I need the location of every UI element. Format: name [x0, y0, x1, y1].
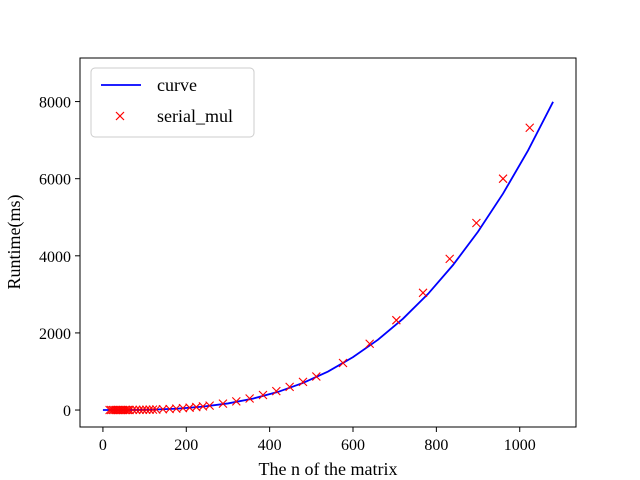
serial-mul-point	[131, 405, 141, 415]
serial-mul-point	[145, 405, 154, 415]
legend-serial-mul-label: serial_mul	[157, 106, 233, 126]
serial-mul-point	[178, 403, 188, 413]
legend-curve-label: curve	[157, 75, 197, 95]
x-tick-label: 600	[341, 437, 365, 454]
serial-mul-point	[165, 404, 175, 414]
x-tick-label: 1000	[504, 437, 536, 454]
serial-mul-point	[391, 315, 401, 325]
serial-mul-point	[418, 288, 428, 298]
x-tick-label: 200	[174, 437, 198, 454]
plot-frame	[79, 57, 577, 428]
serial-mul-point	[525, 123, 535, 133]
serial-mul-point	[258, 390, 268, 400]
serial-mul-point	[158, 404, 168, 414]
y-tick-label: 8000	[39, 95, 71, 112]
serial-mul-point	[141, 405, 151, 415]
serial-mul-point	[338, 358, 348, 368]
serial-mul-point	[311, 372, 321, 381]
legend: curve serial_mul	[90, 67, 255, 138]
y-tick-label: 0	[63, 403, 71, 420]
serial-mul-point	[151, 405, 161, 414]
serial-mul-point	[205, 401, 215, 410]
serial-mul-point	[125, 405, 134, 415]
serial-mul-point	[365, 339, 375, 349]
y-tick-label: 6000	[39, 172, 71, 189]
x-tick-label: 400	[258, 437, 282, 454]
series-layer	[102, 101, 554, 415]
y-axis-label: Runtime(ms)	[4, 195, 25, 290]
serial-mul-point	[231, 396, 241, 406]
y-tick-label: 2000	[39, 326, 71, 343]
serial-mul-point	[285, 382, 295, 392]
serial-mul-point	[498, 174, 508, 184]
curve-line	[102, 101, 554, 411]
x-tick-label: 800	[424, 437, 448, 454]
y-tick-label: 4000	[39, 249, 71, 266]
serial-mul-point	[128, 405, 138, 415]
x-axis-ticks: 0 200 400 600 800 1000	[99, 427, 536, 454]
serial-mul-point	[245, 394, 255, 403]
serial-mul-point	[138, 405, 148, 415]
serial-mul-point	[135, 405, 144, 415]
serial-mul-point	[471, 218, 481, 228]
serial-mul-point	[298, 377, 308, 387]
y-axis-ticks: 0 2000 4000 6000 8000	[39, 95, 80, 420]
serial-mul-point	[218, 399, 228, 409]
x-axis-label: The n of the matrix	[259, 459, 398, 479]
serial-mul-point	[121, 405, 131, 415]
legend-serial-mul-swatch	[115, 111, 125, 121]
serial-mul-point	[171, 404, 181, 413]
serial-mul-point	[148, 405, 158, 414]
serial-mul-point	[271, 386, 281, 396]
x-tick-label: 0	[99, 437, 107, 454]
serial-mul-point	[445, 254, 455, 264]
